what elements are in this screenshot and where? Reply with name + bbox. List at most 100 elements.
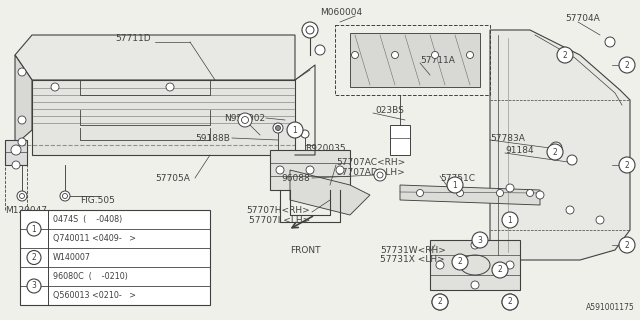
Circle shape <box>238 113 252 127</box>
Circle shape <box>554 146 559 150</box>
Circle shape <box>506 261 514 269</box>
Text: A591001175: A591001175 <box>586 303 635 312</box>
Text: 57751C: 57751C <box>440 173 475 182</box>
Circle shape <box>302 22 318 38</box>
Text: 57731X <LH>: 57731X <LH> <box>380 255 445 265</box>
Text: Q740011 <0409-   >: Q740011 <0409- > <box>53 234 136 243</box>
Circle shape <box>506 184 514 192</box>
Circle shape <box>51 83 59 91</box>
Bar <box>430 240 520 290</box>
Circle shape <box>19 194 24 198</box>
Text: 96088: 96088 <box>281 173 310 182</box>
Circle shape <box>18 116 26 124</box>
Text: 57731W<RH>: 57731W<RH> <box>380 245 446 254</box>
Circle shape <box>315 45 325 55</box>
Text: W140007: W140007 <box>53 253 91 262</box>
Text: 2: 2 <box>563 51 568 60</box>
Circle shape <box>417 189 424 196</box>
Text: 023BS: 023BS <box>375 106 404 115</box>
Circle shape <box>27 279 41 293</box>
Circle shape <box>18 68 26 76</box>
Text: N950002: N950002 <box>224 114 265 123</box>
Circle shape <box>432 294 448 310</box>
Text: 2: 2 <box>508 298 513 307</box>
Polygon shape <box>400 185 540 205</box>
Text: 1: 1 <box>31 225 36 234</box>
Circle shape <box>63 194 67 198</box>
Polygon shape <box>15 35 295 80</box>
Text: 57707AC<RH>: 57707AC<RH> <box>336 157 405 166</box>
Circle shape <box>624 62 630 68</box>
Circle shape <box>275 125 280 131</box>
Circle shape <box>377 172 383 178</box>
Circle shape <box>287 122 303 138</box>
Text: 57704A: 57704A <box>565 13 600 22</box>
Text: 57783A: 57783A <box>490 133 525 142</box>
Circle shape <box>351 52 358 59</box>
Circle shape <box>619 57 635 73</box>
Bar <box>390 125 410 155</box>
Circle shape <box>374 169 386 181</box>
Text: 57705A: 57705A <box>155 173 190 182</box>
Text: FRONT: FRONT <box>290 245 321 254</box>
Text: M120047: M120047 <box>5 205 47 214</box>
Circle shape <box>624 162 630 168</box>
Circle shape <box>566 206 574 214</box>
Circle shape <box>273 123 283 133</box>
Polygon shape <box>290 170 370 215</box>
Text: 57707H<RH>: 57707H<RH> <box>246 205 310 214</box>
Text: 2: 2 <box>498 266 502 275</box>
Circle shape <box>619 157 635 173</box>
Circle shape <box>17 191 27 201</box>
Bar <box>5 140 27 165</box>
Text: FIG.505: FIG.505 <box>80 196 115 204</box>
Circle shape <box>336 166 344 174</box>
Circle shape <box>502 294 518 310</box>
Circle shape <box>527 189 534 196</box>
Circle shape <box>502 212 518 228</box>
Text: 0474S  (    -0408): 0474S ( -0408) <box>53 215 122 224</box>
Circle shape <box>241 116 248 124</box>
Circle shape <box>497 189 504 196</box>
Circle shape <box>550 142 562 154</box>
Text: 2: 2 <box>458 258 462 267</box>
Circle shape <box>306 26 314 34</box>
Circle shape <box>166 83 174 91</box>
Circle shape <box>621 239 633 251</box>
Text: 1: 1 <box>292 125 298 134</box>
Circle shape <box>452 254 468 270</box>
Circle shape <box>11 145 21 155</box>
Circle shape <box>392 52 399 59</box>
Circle shape <box>557 47 573 63</box>
Text: Q560013 <0210-   >: Q560013 <0210- > <box>53 291 136 300</box>
Circle shape <box>306 166 314 174</box>
Circle shape <box>471 281 479 289</box>
Bar <box>270 150 350 190</box>
Text: 2: 2 <box>438 298 442 307</box>
Circle shape <box>276 166 284 174</box>
Text: 1: 1 <box>452 180 458 189</box>
Text: 2: 2 <box>31 253 36 262</box>
Text: 2: 2 <box>625 241 629 250</box>
Circle shape <box>624 242 630 248</box>
Circle shape <box>492 262 508 278</box>
Circle shape <box>596 216 604 224</box>
Text: 57707I <LH>: 57707I <LH> <box>249 215 310 225</box>
Text: M060004: M060004 <box>320 7 362 17</box>
Text: 59188B: 59188B <box>195 133 230 142</box>
Polygon shape <box>490 30 630 260</box>
Circle shape <box>621 59 633 71</box>
Circle shape <box>60 191 70 201</box>
Text: 3: 3 <box>477 236 483 244</box>
Text: 2: 2 <box>625 60 629 69</box>
Circle shape <box>27 222 41 236</box>
Circle shape <box>547 144 563 160</box>
Text: 1: 1 <box>508 215 513 225</box>
Circle shape <box>502 294 518 310</box>
Text: 57711D: 57711D <box>115 34 150 43</box>
Circle shape <box>619 237 635 253</box>
Circle shape <box>536 191 544 199</box>
Text: R920035: R920035 <box>305 143 346 153</box>
Text: 57707AD<LH>: 57707AD<LH> <box>336 167 404 177</box>
Polygon shape <box>32 80 295 155</box>
